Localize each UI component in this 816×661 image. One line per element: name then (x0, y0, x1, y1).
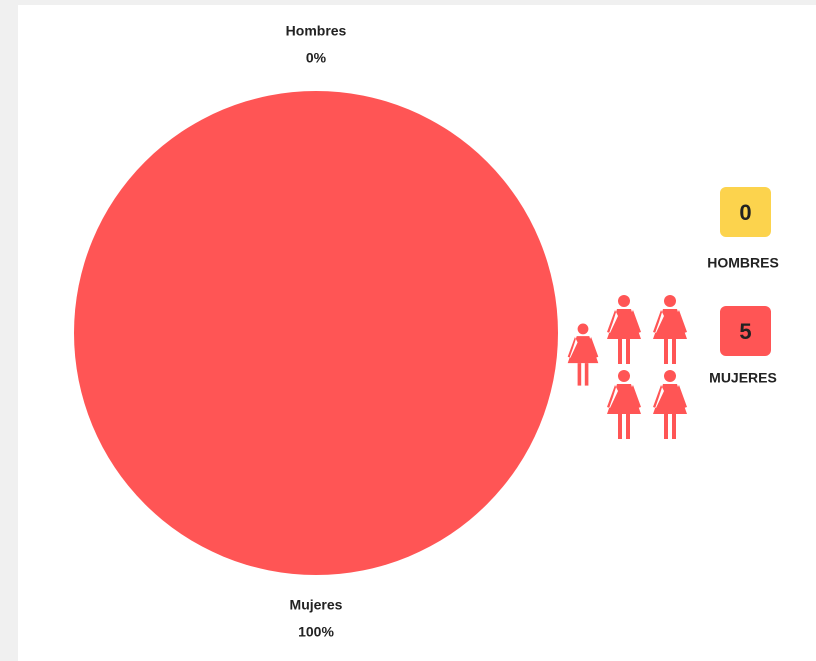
icon-head (577, 323, 589, 335)
slice-value: 100% (298, 624, 334, 640)
icon-leg (664, 414, 668, 439)
icon-dress (653, 309, 687, 339)
icon-leg (584, 363, 589, 386)
slice-label: Mujeres (290, 597, 343, 613)
icon-leg (626, 339, 630, 364)
count-badge (720, 306, 771, 356)
icon-dress (607, 384, 641, 414)
count-label: HOMBRES (707, 255, 779, 271)
icon-dress (567, 336, 599, 364)
icon-leg (664, 339, 668, 364)
person-icon (653, 370, 687, 439)
icon-dress (653, 384, 687, 414)
icon-head (618, 295, 630, 307)
icon-leg (577, 363, 582, 386)
count-value: 5 (739, 319, 751, 344)
slice-label: Hombres (286, 23, 347, 39)
icon-dress (607, 309, 641, 339)
icon-head (618, 370, 630, 382)
icon-leg (672, 339, 676, 364)
pie-slice (74, 91, 558, 575)
person-icon (653, 295, 687, 364)
slice-value: 0% (306, 50, 327, 66)
count-label: MUJERES (709, 370, 777, 386)
person-icon (607, 295, 641, 364)
icon-head (664, 295, 676, 307)
icon-leg (672, 414, 676, 439)
count-badge (720, 187, 771, 237)
icon-head (664, 370, 676, 382)
icon-leg (626, 414, 630, 439)
icon-leg (618, 414, 622, 439)
count-value: 0 (739, 200, 751, 225)
icon-leg (618, 339, 622, 364)
person-icon (607, 370, 641, 439)
person-icon (567, 323, 599, 386)
